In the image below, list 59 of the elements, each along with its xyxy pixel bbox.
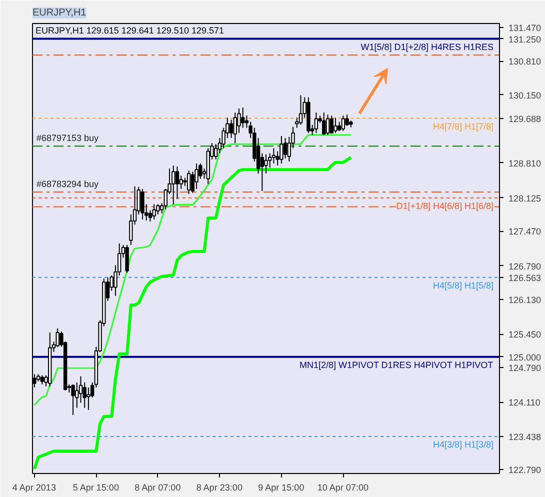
y-tick-label: 130.810 bbox=[508, 56, 542, 67]
candlestick bbox=[175, 166, 180, 200]
y-tick-label: 131.250 bbox=[508, 34, 542, 44]
x-tick-label: 4 Apr 2013 bbox=[12, 482, 56, 492]
candlestick bbox=[345, 114, 349, 126]
y-tick-label: 123.438 bbox=[508, 432, 542, 442]
y-tick-label: 126.790 bbox=[508, 261, 542, 272]
candlestick bbox=[140, 188, 144, 220]
candlestick bbox=[71, 384, 75, 416]
candlestick bbox=[125, 244, 129, 274]
x-tick-label: 9 Apr 15:00 bbox=[258, 482, 304, 492]
y-tick-label: 127.470 bbox=[508, 226, 542, 237]
chart-subtitle: EURJPY,H1 129.615 129.641 129.510 129.571 bbox=[36, 26, 224, 36]
y-tick-label: 124.110 bbox=[508, 398, 540, 408]
y-tick-label: 129.688 bbox=[508, 114, 542, 124]
x-tick-label: 5 Apr 15:00 bbox=[72, 482, 119, 492]
candlestick bbox=[179, 175, 183, 190]
candlestick bbox=[152, 204, 156, 220]
y-tick-label: 131.470 bbox=[508, 23, 542, 34]
candlestick bbox=[272, 148, 276, 164]
ref-line-label: H4[5/8] H1[5/8] bbox=[432, 280, 494, 290]
candlestick bbox=[334, 117, 338, 134]
candlestick bbox=[172, 165, 176, 205]
candlestick bbox=[233, 112, 237, 144]
ref-line-label: MN1[2/8] W1PIVOT D1RES H4PIVOT H1PIVOT bbox=[299, 360, 494, 370]
y-tick-label: 128.810 bbox=[508, 158, 542, 168]
ref-line-label: W1[5/8] D1[+2/8] H4RES H1RES bbox=[360, 42, 494, 52]
candlestick bbox=[330, 115, 334, 134]
ref-line-label: H4[7/8] H1[7/8] bbox=[432, 121, 494, 132]
y-tick-label: 125.000 bbox=[508, 352, 542, 362]
candlestick bbox=[298, 94, 303, 126]
y-tick-label: 125.450 bbox=[508, 330, 542, 340]
candlestick bbox=[322, 112, 326, 136]
candlestick bbox=[341, 115, 346, 132]
candlestick bbox=[194, 162, 198, 190]
ref-line-label: #68797153 buy bbox=[36, 133, 100, 144]
y-tick-label: 128.125 bbox=[508, 193, 542, 204]
candlestick bbox=[229, 119, 234, 139]
ref-line-label: D1[+1/8] H4[6/8] H1[6/8] bbox=[396, 200, 494, 211]
ref-line-label: H4[3/8] H1[3/8] bbox=[432, 439, 494, 450]
x-tick-label: 10 Apr 07:00 bbox=[317, 482, 368, 492]
y-tick-label: 126.130 bbox=[508, 294, 542, 305]
candlestick bbox=[186, 170, 191, 195]
candlestick bbox=[314, 112, 318, 134]
candlestick bbox=[264, 154, 268, 174]
candlestick bbox=[326, 114, 330, 136]
candlestick bbox=[240, 106, 245, 128]
candlestick bbox=[86, 386, 90, 410]
candlestick bbox=[280, 136, 284, 164]
ref-line-label: #68783294 buy bbox=[36, 178, 100, 189]
y-tick-label: 124.790 bbox=[508, 363, 542, 374]
x-tick-label: 8 Apr 23:00 bbox=[196, 482, 242, 492]
candlestick bbox=[40, 374, 44, 385]
y-tick-label: 122.790 bbox=[508, 464, 542, 475]
y-tick-label: 126.563 bbox=[508, 272, 542, 283]
y-tick-label: 130.150 bbox=[508, 90, 542, 100]
candlestick bbox=[82, 382, 86, 408]
x-tick-label: 8 Apr 07:00 bbox=[134, 482, 181, 492]
chart-title: EURJPY,H1 bbox=[32, 8, 87, 18]
